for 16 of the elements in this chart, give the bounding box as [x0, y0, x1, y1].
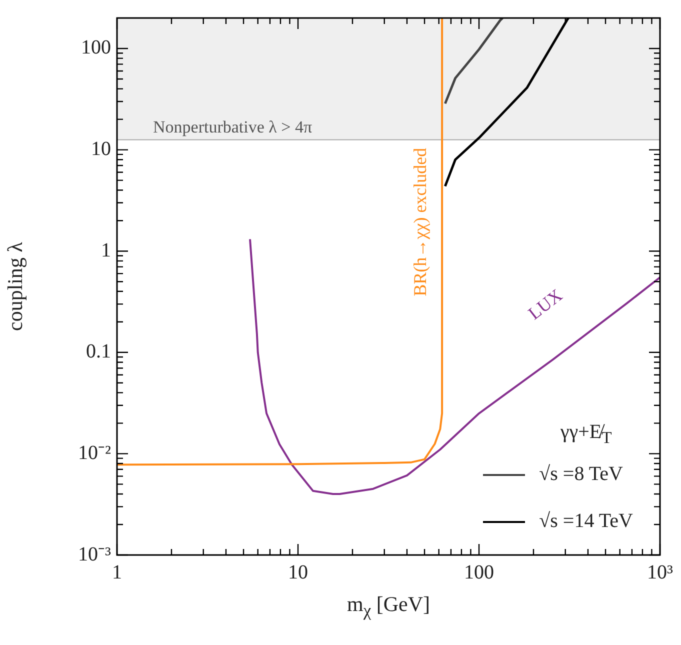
x-tick-label: 10³ [647, 561, 673, 584]
legend-label: √s =8 TeV [539, 463, 623, 486]
y-tick-label: 0.1 [86, 340, 111, 363]
y-tick-label: 10⁻² [78, 442, 111, 464]
y-tick-label: 100 [81, 36, 111, 59]
band-label: Nonperturbative λ > 4π [153, 118, 312, 137]
x-tick-label: 100 [464, 561, 494, 584]
x-tick-label: 10 [288, 561, 308, 584]
legend-label: √s =14 TeV [539, 510, 633, 533]
legend-title: γγ+E̸$_{T}$ [559, 421, 613, 449]
annotation: BR(h→χχ) excluded [410, 148, 430, 296]
y-tick-label: 10⁻³ [78, 543, 111, 566]
x-axis-title: m$_{χ}$ [GeV] [346, 592, 431, 622]
y-tick-label: 10 [91, 138, 111, 160]
y-axis-title: coupling λ [3, 241, 28, 331]
y-tick-label: 1 [101, 239, 111, 262]
